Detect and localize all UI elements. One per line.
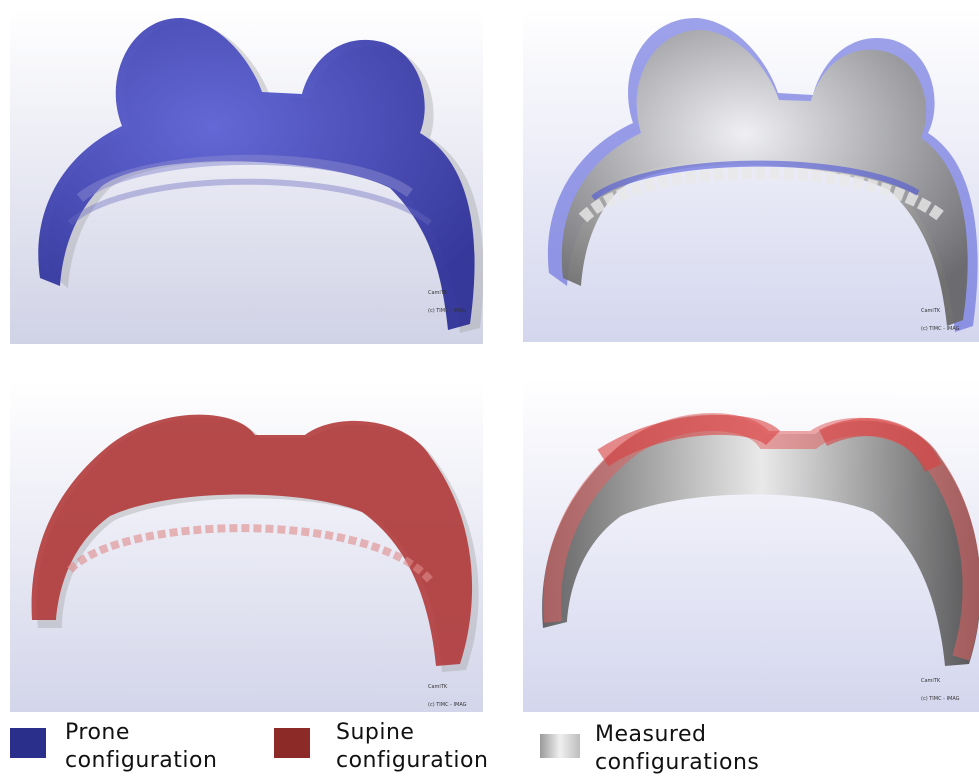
legend-prone: Prone configuration — [10, 720, 250, 778]
legend-supine-line2: configuration — [336, 748, 489, 773]
panel-watermark: CamiTK (c) TIMC - IMAG — [921, 308, 960, 332]
legend-measured: Measured configurations — [540, 722, 800, 778]
prone-vs-measured-render — [523, 8, 979, 342]
panel-supine-vs-measured: CamiTK (c) TIMC - IMAG — [523, 378, 979, 712]
panel-watermark: CamiTK (c) TIMC - IMAG — [428, 290, 467, 314]
panel-watermark: CamiTK (c) TIMC - IMAG — [921, 678, 960, 702]
supine-model-render — [10, 380, 483, 712]
panel-supine: CamiTK (c) TIMC - IMAG — [10, 380, 483, 712]
legend-prone-line1: Prone — [65, 720, 130, 745]
legend-measured-line1: Measured — [595, 722, 707, 747]
supine-vs-measured-render — [523, 378, 979, 712]
legend-prone-line2: configuration — [65, 748, 218, 773]
prone-model-render — [10, 8, 483, 344]
legend-supine: Supine configuration — [274, 720, 514, 778]
panel-prone-vs-measured: CamiTK (c) TIMC - IMAG — [523, 8, 979, 342]
panel-prone: CamiTK (c) TIMC - IMAG — [10, 8, 483, 344]
measured-swatch — [540, 734, 580, 758]
panel-watermark: CamiTK (c) TIMC - IMAG — [428, 684, 467, 708]
prone-swatch — [10, 728, 46, 758]
legend-supine-line1: Supine — [336, 720, 415, 745]
supine-swatch — [274, 728, 310, 758]
legend-measured-line2: configurations — [595, 750, 760, 775]
